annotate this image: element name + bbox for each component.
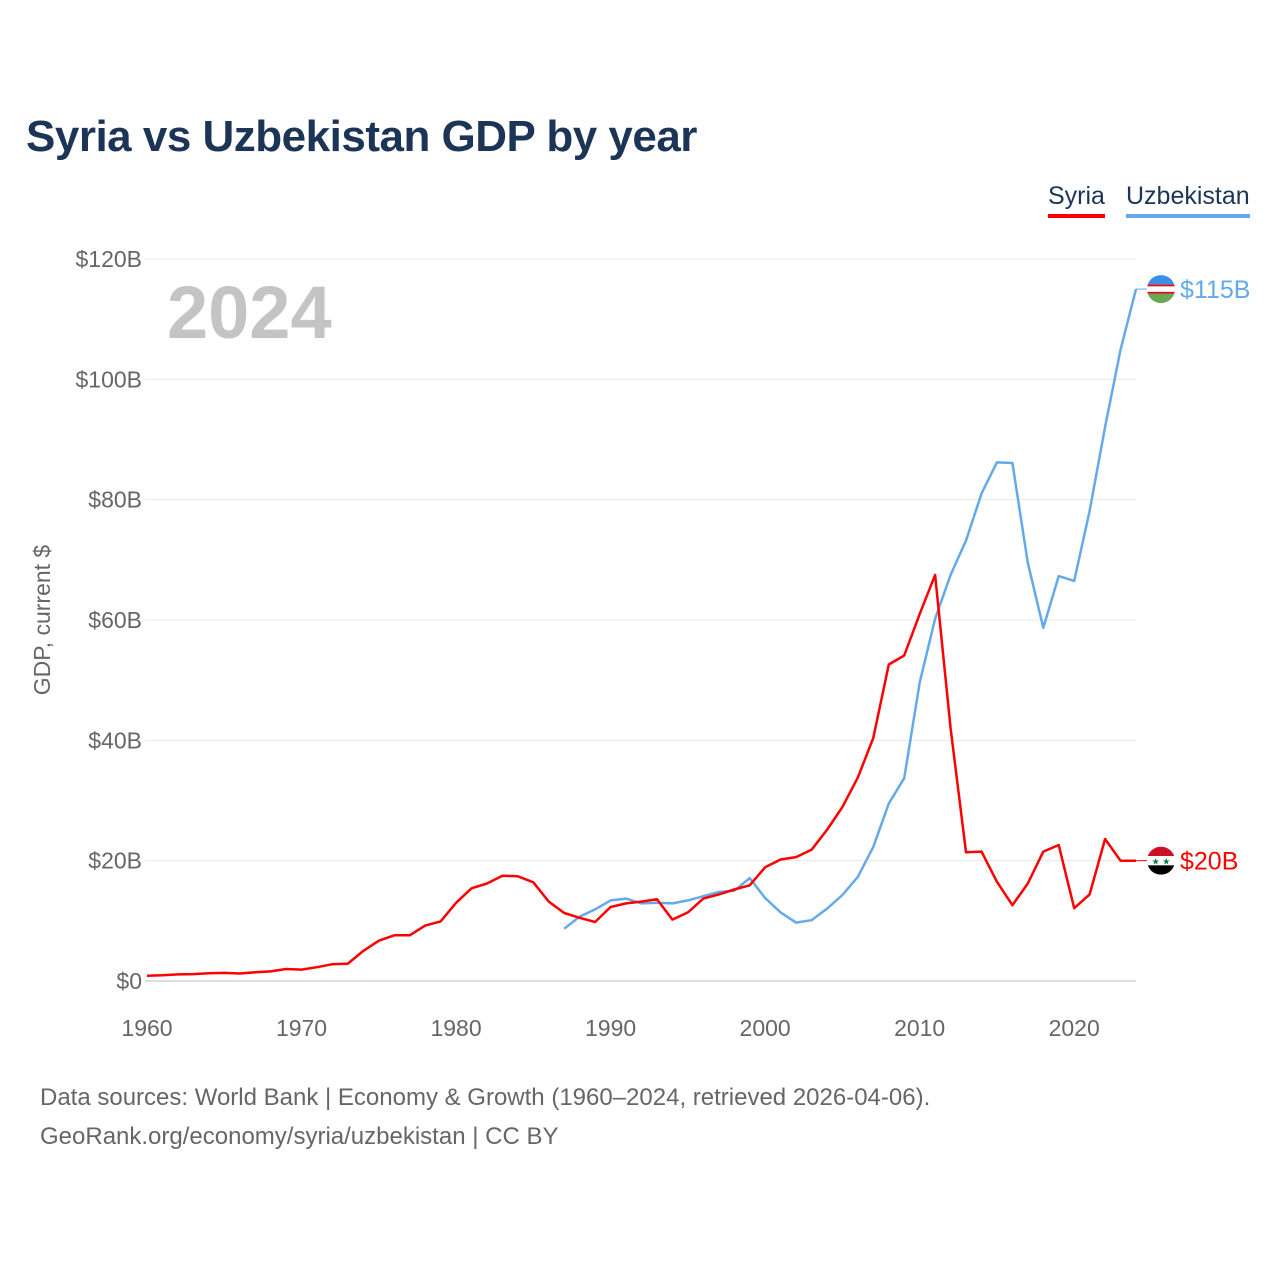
y-tick-label: $80B — [88, 487, 142, 513]
footer-sources: Data sources: World Bank | Economy & Gro… — [40, 1084, 931, 1111]
footer-credit: GeoRank.org/economy/syria/uzbekistan | C… — [40, 1123, 559, 1150]
series-line-uzbekistan[interactable] — [563, 288, 1138, 930]
x-tick-label: 1970 — [276, 1015, 327, 1041]
x-tick-label: 2000 — [740, 1015, 791, 1041]
x-tick-label: 1960 — [121, 1015, 172, 1041]
y-tick-label: $120B — [75, 246, 142, 272]
end-label-syria: $20B — [1180, 848, 1238, 876]
syria-flag-icon: ★ ★ — [1147, 846, 1175, 875]
x-tick-label: 1990 — [585, 1015, 636, 1041]
y-tick-label: $0 — [116, 968, 142, 994]
chart-title: Syria vs Uzbekistan GDP by year — [26, 112, 697, 161]
uzbekistan-flag-icon — [1147, 275, 1175, 304]
x-tick-label: 2020 — [1049, 1015, 1100, 1041]
year-watermark: 2024 — [167, 271, 332, 354]
y-tick-label: $20B — [88, 848, 142, 874]
y-axis-title: GDP, current $ — [29, 545, 55, 696]
svg-text:★ ★: ★ ★ — [1152, 857, 1171, 867]
legend-item-uzbekistan[interactable]: Uzbekistan — [1126, 182, 1250, 218]
y-tick-label: $60B — [88, 607, 142, 633]
x-tick-label: 1980 — [430, 1015, 481, 1041]
y-tick-label: $100B — [75, 366, 142, 392]
end-label-uzbekistan: $115B — [1180, 276, 1250, 304]
y-tick-label: $40B — [88, 727, 142, 753]
legend-item-syria[interactable]: Syria — [1048, 182, 1105, 218]
x-tick-label: 2010 — [894, 1015, 945, 1041]
series-line-syria[interactable] — [146, 573, 1136, 978]
